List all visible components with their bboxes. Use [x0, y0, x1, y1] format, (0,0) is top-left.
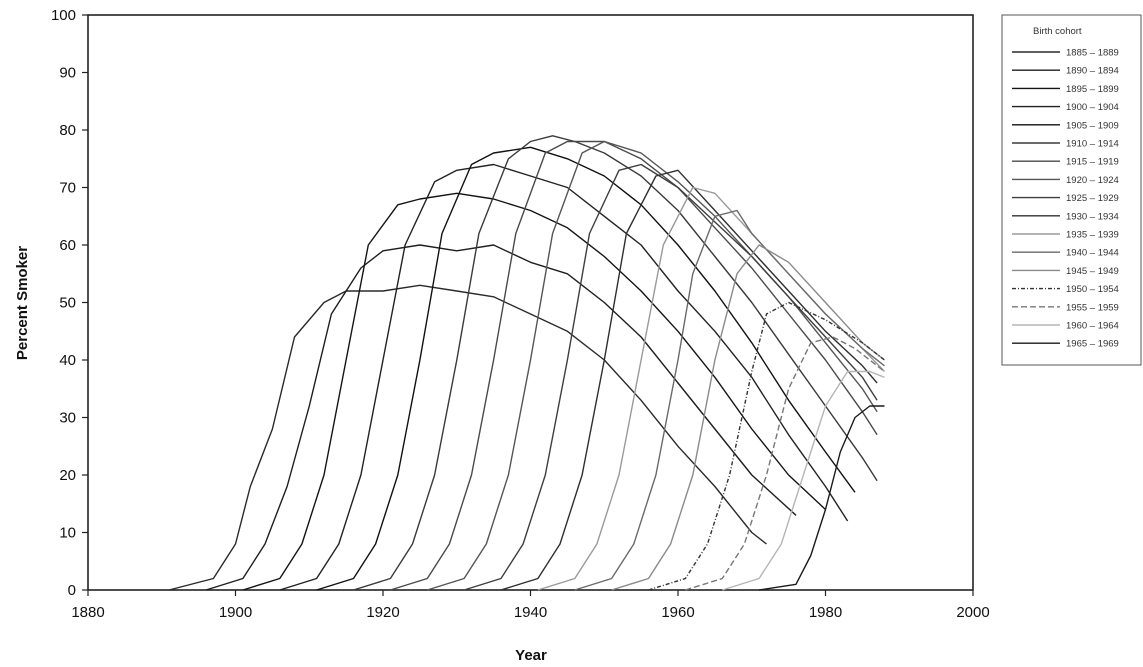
series-line-1 [168, 284, 767, 591]
series-line-2 [205, 244, 797, 591]
legend-entry-label: 1905 – 1909 [1066, 120, 1119, 131]
series-group [168, 135, 886, 591]
legend-entry-label: 1890 – 1894 [1066, 66, 1119, 77]
y-tick-label: 80 [59, 122, 76, 139]
legend-entry-label: 1955 – 1959 [1066, 302, 1119, 313]
legend-entry-label: 1900 – 1904 [1066, 102, 1119, 113]
x-tick-label: 1940 [514, 604, 547, 621]
series-line-9 [463, 163, 878, 591]
legend-entry-label: 1940 – 1944 [1066, 248, 1119, 259]
series-line-3 [242, 192, 826, 591]
legend-entry-label: 1950 – 1954 [1066, 284, 1119, 295]
y-tick-label: 70 [59, 180, 76, 197]
series-line-17 [758, 405, 885, 591]
legend: Birth cohort 1885 – 1889 1890 – 1894 1895 … [1001, 14, 1142, 366]
x-axis-title: Year [515, 647, 547, 664]
y-tick-label: 30 [59, 410, 76, 427]
y-tick-label: 40 [59, 352, 76, 369]
legend-entry-label: 1885 – 1889 [1066, 48, 1119, 59]
plot-frame [87, 14, 974, 591]
legend-entry-label: 1915 – 1919 [1066, 157, 1119, 168]
series-line-5 [316, 146, 856, 591]
legend-entry-label: 1910 – 1914 [1066, 139, 1119, 150]
x-tick-label: 1960 [661, 604, 694, 621]
series-line-8 [427, 140, 878, 591]
y-tick-label: 50 [59, 295, 76, 312]
legend-entry-label: 1965 – 1969 [1066, 339, 1119, 350]
legend-entry-label: 1920 – 1924 [1066, 175, 1119, 186]
x-tick-label: 1880 [71, 604, 104, 621]
plot-area [87, 14, 974, 591]
series-line-12 [574, 209, 885, 591]
y-axis-title: Percent Smoker [14, 246, 31, 360]
axes: 1880 1900 1920 1940 1960 1980 2000 0 10 20 30 40 50 6… [51, 7, 990, 621]
y-tick-label: 0 [68, 582, 76, 599]
series-line-10 [500, 169, 878, 591]
legend-entry-label: 1895 – 1899 [1066, 84, 1119, 95]
x-tick-label: 1900 [219, 604, 252, 621]
legend-title: Birth cohort [1033, 26, 1082, 37]
y-tick-label: 100 [51, 7, 76, 24]
x-tick-label: 1980 [809, 604, 842, 621]
legend-entry-label: 1930 – 1934 [1066, 211, 1119, 222]
series-line-16 [722, 370, 885, 591]
legend-entry-label: 1945 – 1949 [1066, 266, 1119, 277]
series-line-4 [279, 163, 849, 591]
y-tick-label: 90 [59, 65, 76, 82]
series-line-13 [611, 244, 885, 591]
series-line-7 [390, 140, 878, 591]
legend-entry-label: 1925 – 1929 [1066, 193, 1119, 204]
x-tick-label: 2000 [956, 604, 989, 621]
y-tick-label: 20 [59, 467, 76, 484]
y-tick-label: 60 [59, 237, 76, 254]
legend-entry-label: 1935 – 1939 [1066, 230, 1119, 241]
x-tick-label: 1920 [366, 604, 399, 621]
legend-entry-label: 1960 – 1964 [1066, 321, 1119, 332]
y-tick-label: 10 [59, 525, 76, 542]
